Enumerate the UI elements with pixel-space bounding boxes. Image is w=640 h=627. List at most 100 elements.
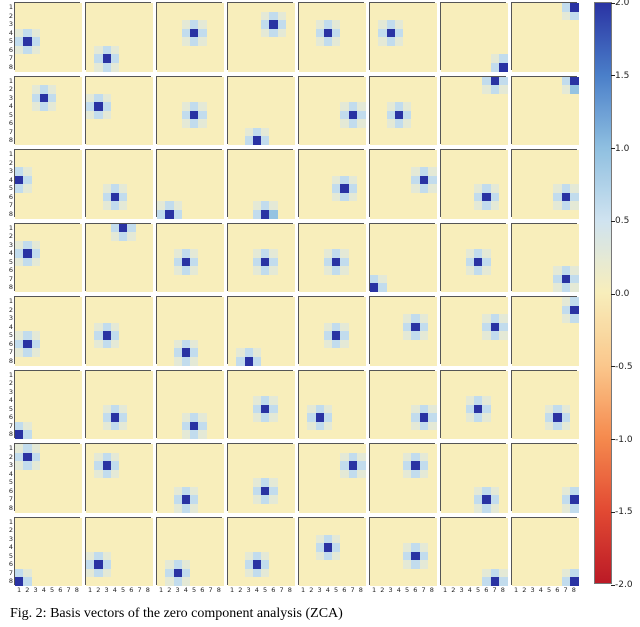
heatmap-cell bbox=[286, 283, 295, 292]
colorbar-tick-label: 0.0 bbox=[615, 289, 629, 299]
heatmap-cell bbox=[499, 63, 508, 72]
y-tick-label: 8 bbox=[9, 63, 13, 71]
y-tick-label: 1 bbox=[9, 150, 13, 158]
colorbar-tick-label: 0.5 bbox=[615, 216, 629, 226]
subplot bbox=[227, 443, 293, 511]
y-tick-label: 5 bbox=[9, 331, 13, 339]
y-tick-label: 1 bbox=[9, 77, 13, 85]
subplot bbox=[156, 2, 222, 70]
x-tick-label: 2 bbox=[167, 586, 171, 594]
heatmap-cell bbox=[428, 357, 437, 366]
heatmap-cell bbox=[144, 136, 153, 145]
subplot bbox=[227, 76, 293, 144]
subplot bbox=[440, 370, 506, 438]
x-tick-label: 2 bbox=[96, 586, 100, 594]
heatmap-cell bbox=[215, 357, 224, 366]
subplot bbox=[298, 2, 364, 70]
x-tick-label: 5 bbox=[476, 586, 480, 594]
heatmap-cell bbox=[215, 430, 224, 439]
x-tick-label: 6 bbox=[342, 586, 346, 594]
heatmap-cell bbox=[570, 357, 579, 366]
y-tick-label: 7 bbox=[9, 495, 13, 503]
heatmap-cell bbox=[428, 210, 437, 219]
heatmap-cell bbox=[499, 283, 508, 292]
subplot bbox=[227, 149, 293, 217]
heatmap-cell bbox=[428, 504, 437, 513]
subplot: 12345678 bbox=[440, 517, 506, 585]
y-tick-label: 3 bbox=[9, 94, 13, 102]
x-tick-label: 5 bbox=[121, 586, 125, 594]
x-tick-label: 8 bbox=[75, 586, 79, 594]
x-tick-label: 3 bbox=[176, 586, 180, 594]
x-tick-label: 1 bbox=[17, 586, 21, 594]
subplot: 12345678 bbox=[227, 517, 293, 585]
y-tick-label: 8 bbox=[9, 210, 13, 218]
x-tick-label: 4 bbox=[42, 586, 46, 594]
heatmap-cell bbox=[286, 63, 295, 72]
heatmap-cell bbox=[357, 210, 366, 219]
y-tick-label: 2 bbox=[9, 85, 13, 93]
x-tick-label: 1 bbox=[88, 586, 92, 594]
subplot bbox=[156, 370, 222, 438]
y-tick-label: 8 bbox=[9, 283, 13, 291]
y-tick-label: 7 bbox=[9, 422, 13, 430]
x-tick-label: 6 bbox=[555, 586, 559, 594]
heatmap-cell bbox=[428, 283, 437, 292]
heatmap-cell bbox=[73, 210, 82, 219]
subplot bbox=[227, 2, 293, 70]
x-tick-label: 6 bbox=[129, 586, 133, 594]
y-tick-label: 2 bbox=[9, 12, 13, 20]
y-tick-label: 1 bbox=[9, 3, 13, 11]
y-tick-label: 3 bbox=[9, 241, 13, 249]
x-tick-label: 5 bbox=[192, 586, 196, 594]
y-tick-label: 5 bbox=[9, 37, 13, 45]
subplot bbox=[440, 223, 506, 291]
y-tick-label: 6 bbox=[9, 193, 13, 201]
subplot: 12345678 bbox=[14, 76, 80, 144]
subplot bbox=[511, 370, 577, 438]
subplot bbox=[85, 370, 151, 438]
subplot: 12345678 bbox=[14, 443, 80, 511]
y-tick-label: 5 bbox=[9, 111, 13, 119]
subplot bbox=[440, 76, 506, 144]
heatmap-cell bbox=[570, 210, 579, 219]
colorbar-tick-label: -0.5 bbox=[615, 362, 633, 372]
x-tick-label: 2 bbox=[451, 586, 455, 594]
x-tick-label: 4 bbox=[184, 586, 188, 594]
y-tick-label: 2 bbox=[9, 453, 13, 461]
y-tick-label: 2 bbox=[9, 379, 13, 387]
x-tick-label: 8 bbox=[501, 586, 505, 594]
x-tick-label: 1 bbox=[443, 586, 447, 594]
x-tick-label: 3 bbox=[531, 586, 535, 594]
subplot: 1234567812345678 bbox=[14, 517, 80, 585]
y-tick-label: 3 bbox=[9, 461, 13, 469]
x-tick-label: 7 bbox=[564, 586, 568, 594]
x-tick-label: 7 bbox=[351, 586, 355, 594]
heatmap-cell bbox=[570, 283, 579, 292]
y-tick-label: 7 bbox=[9, 348, 13, 356]
subplot bbox=[369, 76, 435, 144]
heatmap-cell bbox=[499, 504, 508, 513]
x-tick-label: 4 bbox=[539, 586, 543, 594]
x-tick-label: 2 bbox=[238, 586, 242, 594]
subplot bbox=[156, 223, 222, 291]
y-tick-label: 8 bbox=[9, 136, 13, 144]
x-tick-label: 4 bbox=[397, 586, 401, 594]
x-tick-label: 4 bbox=[468, 586, 472, 594]
heatmap-cell bbox=[570, 136, 579, 145]
subplot: 12345678 bbox=[85, 517, 151, 585]
y-tick-label: 5 bbox=[9, 405, 13, 413]
x-tick-label: 2 bbox=[309, 586, 313, 594]
subplot bbox=[227, 370, 293, 438]
y-tick-label: 4 bbox=[9, 323, 13, 331]
x-tick-label: 1 bbox=[372, 586, 376, 594]
x-tick-label: 6 bbox=[413, 586, 417, 594]
subplot bbox=[298, 76, 364, 144]
subplot bbox=[369, 443, 435, 511]
heatmap-cell bbox=[357, 136, 366, 145]
subplot bbox=[369, 2, 435, 70]
y-tick-label: 2 bbox=[9, 306, 13, 314]
subplot bbox=[85, 296, 151, 364]
heatmap-cell bbox=[570, 504, 579, 513]
y-tick-label: 1 bbox=[9, 444, 13, 452]
